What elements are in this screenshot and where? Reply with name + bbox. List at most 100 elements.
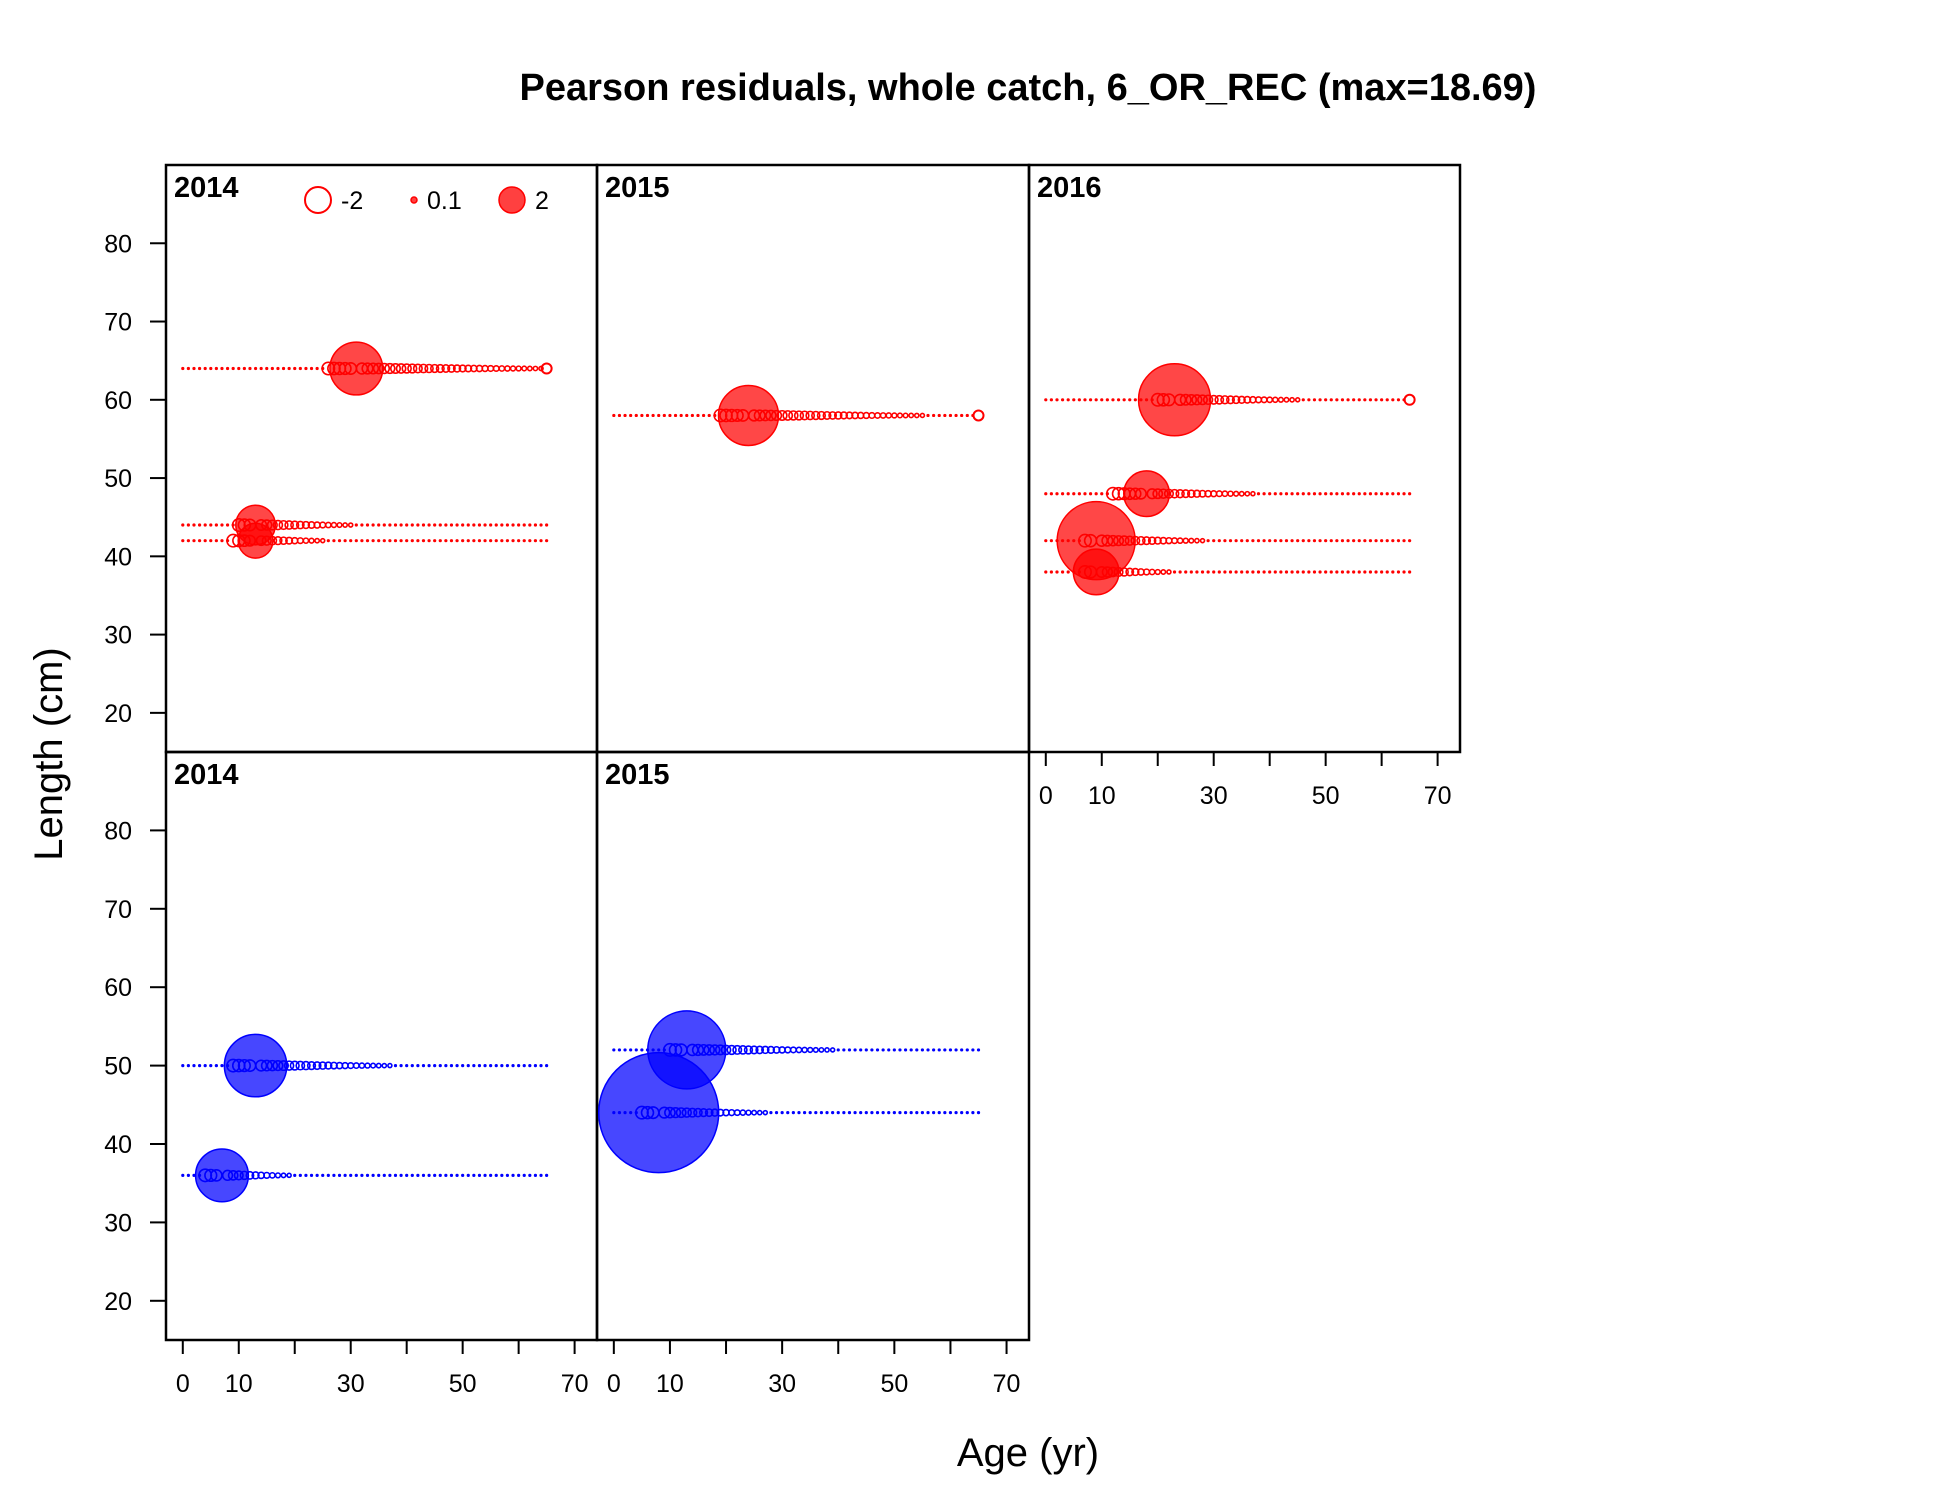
residual-bubble	[186, 1064, 190, 1068]
residual-bubble	[926, 1111, 930, 1115]
residual-bubble	[662, 413, 666, 418]
residual-bubble	[214, 1064, 218, 1068]
residual-bubble	[533, 1173, 538, 1177]
residual-bubble	[370, 1062, 377, 1069]
residual-row-length-58	[612, 384, 985, 447]
residual-bubble	[545, 539, 549, 543]
residual-bubble	[1277, 396, 1285, 403]
residual-bubble	[818, 1046, 825, 1053]
x-tick-label: 30	[337, 1370, 365, 1398]
residual-bubble	[511, 1173, 515, 1177]
residual-bubble	[657, 413, 661, 418]
residual-bubble	[494, 1173, 498, 1177]
residual-bubble	[1083, 398, 1087, 402]
residual-bubble	[743, 1045, 754, 1055]
residual-bubble	[1231, 395, 1241, 405]
residual-bubble	[505, 1064, 510, 1068]
residual-bubble	[755, 1045, 765, 1055]
x-axis-col-1: 0 10 30 50 70	[607, 1339, 1020, 1398]
residual-bubble	[1223, 570, 1227, 574]
residual-bubble	[186, 1173, 190, 1177]
residual-bubble	[976, 1111, 981, 1115]
y-tick-label: 70	[104, 309, 132, 337]
residual-bubble	[1380, 570, 1384, 574]
residual-bubble	[1301, 570, 1305, 574]
residual-bubble	[1335, 539, 1339, 543]
residual-bubble	[1192, 489, 1202, 498]
residual-bubble	[1396, 398, 1401, 402]
residual-bubble	[853, 1111, 857, 1115]
residual-bubble	[1279, 492, 1283, 496]
residual-bubble	[836, 1111, 840, 1115]
residual-bubble	[1206, 539, 1210, 543]
residual-bubble	[421, 1173, 426, 1177]
residual-bubble	[707, 413, 711, 418]
residual-bubble	[181, 523, 185, 527]
residual-bubble	[1049, 492, 1053, 496]
residual-bubble	[1044, 398, 1048, 402]
residual-row-length-64	[181, 341, 553, 396]
residual-bubble	[522, 1173, 526, 1177]
residual-bubble	[1066, 398, 1070, 402]
residual-bubble	[393, 1064, 398, 1068]
large-residual-bubble	[223, 1033, 288, 1098]
residual-bubble	[1268, 570, 1272, 574]
residual-bubble	[690, 413, 694, 418]
residual-bubble	[960, 1111, 964, 1115]
residual-bubble	[903, 1111, 908, 1115]
residual-bubble	[304, 366, 308, 371]
residual-bubble	[972, 409, 985, 422]
residual-bubble	[192, 539, 196, 543]
residual-bubble	[382, 523, 386, 527]
residual-bubble	[441, 364, 451, 373]
residual-bubble	[797, 1111, 801, 1115]
residual-bubble	[1352, 492, 1356, 496]
residual-bubble	[875, 1048, 880, 1052]
residual-bubble	[1188, 537, 1195, 544]
large-residual-bubble	[1072, 548, 1120, 596]
residual-bubble	[1122, 398, 1126, 402]
residual-bubble	[864, 1111, 868, 1115]
residual-bubble	[197, 539, 202, 543]
residual-bubble	[466, 539, 470, 543]
y-tick-label: 40	[104, 543, 132, 571]
residual-bubble	[915, 1111, 919, 1115]
residual-bubble	[1307, 398, 1311, 402]
residual-bubble	[248, 366, 252, 371]
residual-bubble	[472, 523, 476, 527]
residual-bubble	[312, 1061, 322, 1071]
x-tick-label: 30	[768, 1370, 796, 1398]
residual-bubble	[1044, 539, 1048, 543]
residual-bubble	[819, 1111, 824, 1115]
residual-bubble	[315, 1173, 319, 1177]
residual-bubble	[685, 413, 689, 418]
residual-bubble	[293, 366, 297, 371]
residual-bubble	[483, 523, 487, 527]
x-tick-label: 0	[1039, 782, 1053, 810]
x-tick-label: 10	[225, 1370, 253, 1398]
residual-bubble	[318, 1061, 328, 1070]
residual-bubble	[290, 520, 300, 530]
residual-bubble	[416, 1064, 420, 1068]
residual-bubble	[1357, 570, 1361, 574]
residual-bubble	[253, 366, 258, 371]
residual-bubble	[500, 1173, 504, 1177]
residual-bubble	[477, 1173, 482, 1177]
residual-bubble	[1153, 536, 1162, 545]
residual-bubble	[1324, 539, 1328, 543]
residual-bubble	[522, 539, 526, 543]
residual-bubble	[387, 1062, 393, 1069]
y-axis-label: Length (cm)	[27, 647, 71, 860]
residual-bubble	[1186, 489, 1196, 499]
residual-bubble	[220, 539, 224, 543]
large-residual-bubble	[1122, 470, 1171, 518]
residual-bubble	[1385, 539, 1389, 543]
residual-bubble	[1307, 570, 1311, 574]
residual-bubble	[500, 539, 504, 543]
residual-bubble	[1044, 492, 1048, 496]
residual-bubble	[304, 1173, 308, 1177]
residual-bubble	[1346, 570, 1350, 574]
residual-bubble	[1234, 539, 1238, 543]
residual-bubble	[831, 1111, 835, 1115]
residual-bubble	[788, 410, 799, 421]
